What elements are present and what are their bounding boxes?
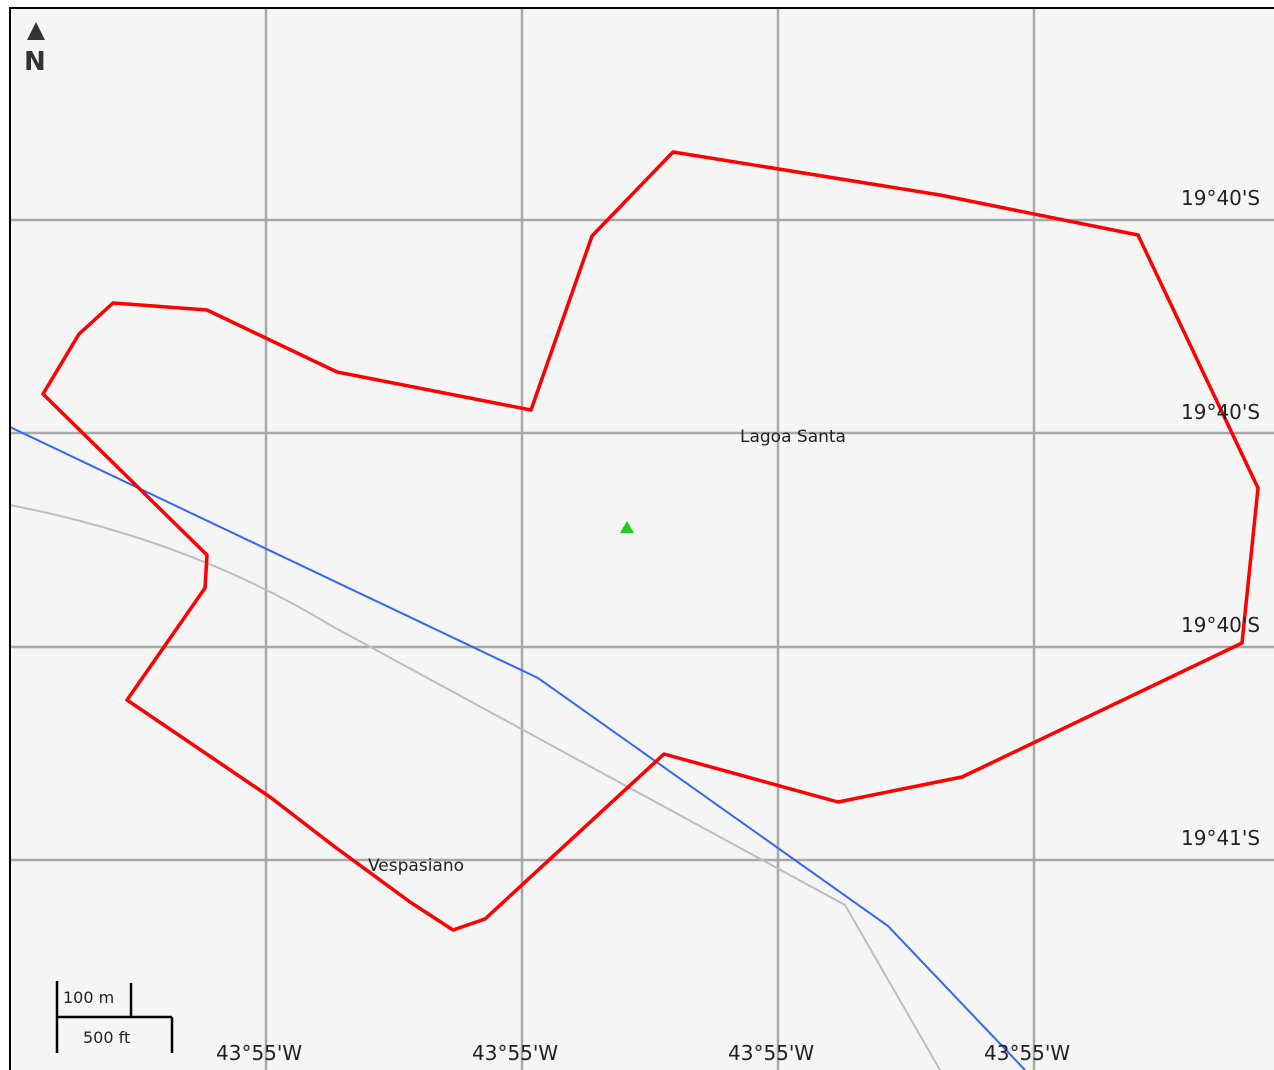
triangle-marker-icon[interactable] (620, 521, 634, 533)
lon-label-1: 43°55'W (216, 1041, 302, 1065)
map-background (10, 8, 1274, 1070)
north-arrow-icon: N (24, 22, 46, 77)
scale-bar (55, 981, 174, 1053)
graticule (10, 8, 1274, 1070)
lat-label-1: 19°40'S (1181, 186, 1260, 210)
scale-label-imperial: 500 ft (83, 1028, 130, 1047)
lat-label-3: 19°40'S (1181, 613, 1260, 637)
road-line[interactable] (9, 504, 941, 1070)
lat-label-4: 19°41'S (1181, 826, 1260, 850)
lat-label-2: 19°40'S (1181, 400, 1260, 424)
scale-label-metric: 100 m (63, 988, 114, 1007)
north-label: N (24, 47, 46, 77)
place-label-lagoa-santa: Lagoa Santa (740, 427, 846, 447)
lon-label-3: 43°55'W (728, 1041, 814, 1065)
boundary-line[interactable] (41, 150, 1260, 932)
lon-label-2: 43°55'W (472, 1041, 558, 1065)
map-frame (9, 7, 1274, 1070)
river-line[interactable] (9, 426, 1026, 1070)
place-label-vespasiano: Vespasiano (368, 856, 464, 876)
lon-label-4: 43°55'W (984, 1041, 1070, 1065)
